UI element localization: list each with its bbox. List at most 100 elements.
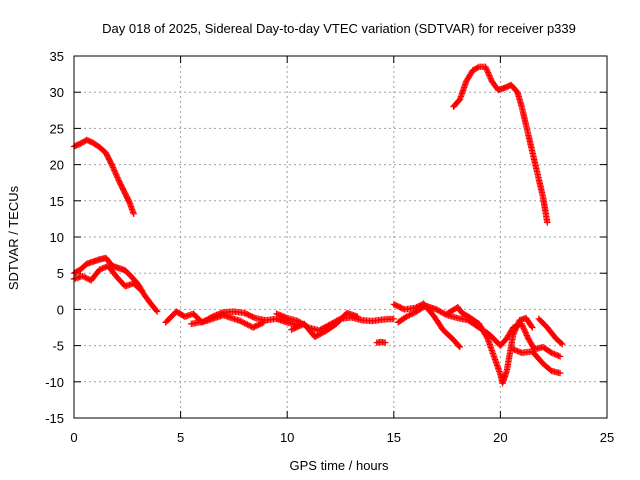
data-point bbox=[513, 322, 521, 330]
data-point bbox=[519, 323, 527, 330]
series-arc-afternoon-c bbox=[443, 304, 536, 387]
x-tick-label: 25 bbox=[600, 430, 614, 445]
data-point bbox=[548, 349, 555, 357]
grid bbox=[74, 56, 607, 418]
data-point bbox=[514, 321, 521, 328]
series-arc-afternoon-b bbox=[390, 300, 464, 351]
data-point bbox=[112, 170, 119, 177]
series-arc-early-high bbox=[70, 136, 137, 218]
data-point bbox=[484, 69, 492, 76]
data-point bbox=[247, 322, 254, 330]
data-point bbox=[288, 326, 295, 333]
x-tick-label: 0 bbox=[70, 430, 77, 445]
data-point bbox=[521, 326, 528, 333]
data-point bbox=[289, 325, 297, 333]
series-arc-afternoon-e bbox=[509, 346, 564, 377]
data-point bbox=[390, 315, 397, 323]
data-point bbox=[482, 65, 490, 72]
data-point bbox=[482, 63, 489, 71]
data-point bbox=[409, 310, 416, 317]
data-point bbox=[97, 265, 105, 273]
data-point bbox=[113, 171, 120, 178]
data-point bbox=[529, 324, 536, 331]
data-point bbox=[554, 352, 561, 359]
chart-title: Day 018 of 2025, Sidereal Day-to-day VTE… bbox=[102, 21, 576, 36]
data-point bbox=[382, 339, 389, 346]
data-point bbox=[551, 350, 558, 358]
data-point bbox=[522, 330, 530, 338]
data-point bbox=[515, 348, 523, 355]
data-point bbox=[509, 331, 517, 338]
data-point bbox=[292, 324, 299, 331]
data-point bbox=[486, 72, 493, 79]
x-tick-label: 20 bbox=[493, 430, 507, 445]
data-point bbox=[96, 266, 103, 273]
data-point bbox=[239, 319, 247, 326]
data-point bbox=[291, 325, 298, 332]
data-point bbox=[130, 210, 137, 218]
data-point bbox=[512, 347, 520, 354]
series-arc-morning-b bbox=[188, 311, 267, 331]
data-point bbox=[557, 339, 565, 347]
data-point bbox=[80, 273, 88, 281]
data-point bbox=[528, 323, 535, 330]
data-point bbox=[511, 346, 518, 354]
data-point bbox=[559, 340, 566, 348]
data-point bbox=[114, 175, 122, 183]
x-tick-label: 5 bbox=[177, 430, 184, 445]
data-point bbox=[99, 265, 106, 272]
y-tick-label: -10 bbox=[45, 375, 64, 390]
x-tick-label: 15 bbox=[387, 430, 401, 445]
data-point bbox=[483, 333, 491, 341]
data-point bbox=[514, 347, 521, 355]
data-point bbox=[109, 164, 117, 171]
data-point bbox=[406, 311, 413, 319]
data-point bbox=[153, 307, 160, 314]
y-tick-label: 20 bbox=[50, 158, 64, 173]
series-arc-early-low-b bbox=[70, 262, 146, 295]
x-tick-label: 10 bbox=[280, 430, 294, 445]
data-point bbox=[83, 275, 90, 282]
series-arc-afternoon bbox=[394, 302, 564, 360]
data-point bbox=[241, 319, 248, 327]
axis-ticks: 0 5 10 15 20 25 -15 -10 -5 0 5 10 15 20 25 30 35 bbox=[45, 49, 614, 445]
data-point bbox=[520, 325, 527, 332]
plot-frame bbox=[73, 55, 608, 419]
y-tick-label: 25 bbox=[50, 121, 64, 136]
y-tick-label: 35 bbox=[50, 49, 64, 64]
data-point bbox=[556, 353, 564, 360]
data-point bbox=[511, 327, 519, 334]
y-tick-label: 10 bbox=[50, 230, 64, 245]
data-point bbox=[552, 351, 560, 358]
data-point bbox=[483, 66, 490, 73]
data-point bbox=[416, 302, 423, 309]
y-tick-label: -15 bbox=[45, 411, 64, 426]
data-point bbox=[522, 329, 529, 336]
data-point bbox=[242, 320, 250, 328]
data-point bbox=[474, 64, 482, 71]
data-point bbox=[456, 343, 464, 351]
y-tick-label: 0 bbox=[57, 302, 64, 317]
plot-area bbox=[70, 63, 566, 387]
data-point bbox=[511, 328, 518, 336]
data-point bbox=[411, 304, 419, 312]
data-point bbox=[114, 174, 121, 181]
data-point bbox=[245, 322, 253, 329]
series-arc-evening-high bbox=[450, 63, 551, 226]
data-point bbox=[485, 70, 492, 78]
data-point bbox=[413, 304, 420, 311]
data-point bbox=[244, 321, 251, 328]
data-point bbox=[512, 325, 519, 333]
x-axis-label: GPS time / hours bbox=[290, 458, 389, 473]
data-point bbox=[519, 322, 526, 329]
series-arc-early-low bbox=[70, 254, 161, 315]
data-point bbox=[486, 73, 494, 81]
data-point bbox=[250, 314, 258, 321]
data-point bbox=[515, 319, 522, 327]
data-point bbox=[523, 332, 531, 339]
data-point bbox=[100, 264, 108, 271]
data-point bbox=[455, 342, 463, 350]
series-arc-midday-b bbox=[288, 309, 361, 341]
y-tick-label: 30 bbox=[50, 85, 64, 100]
y-axis-label: SDTVAR / TECUs bbox=[6, 185, 21, 290]
